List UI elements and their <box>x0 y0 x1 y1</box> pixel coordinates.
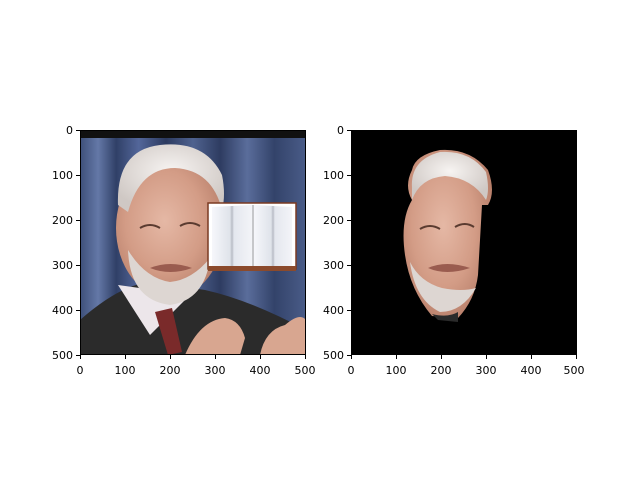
left-xtick-400: 400 <box>250 364 271 377</box>
right-ytick-500: 500 <box>323 349 344 362</box>
left-xtick-200: 200 <box>160 364 181 377</box>
right-xtick-400: 400 <box>521 364 542 377</box>
right-xtick-100: 100 <box>386 364 407 377</box>
left-y-tick-labels: 0 100 200 300 400 500 <box>52 124 73 362</box>
right-ytick-100: 100 <box>323 169 344 182</box>
left-ytick-500: 500 <box>52 349 73 362</box>
left-xtick-300: 300 <box>205 364 226 377</box>
right-x-axis <box>351 355 577 359</box>
left-panel-image <box>80 130 306 355</box>
right-x-tick-labels: 0 100 200 300 400 500 <box>348 364 585 377</box>
left-xtick-100: 100 <box>115 364 136 377</box>
segmented-face <box>403 149 492 322</box>
left-ytick-0: 0 <box>66 124 73 137</box>
book-occluder <box>207 202 297 271</box>
right-xtick-300: 300 <box>476 364 497 377</box>
right-y-tick-labels: 0 100 200 300 400 500 <box>323 124 344 362</box>
left-axes-frame <box>80 130 306 355</box>
right-panel: 0 100 200 300 400 500 0 100 200 300 400 … <box>323 124 585 377</box>
right-ytick-300: 300 <box>323 259 344 272</box>
left-y-axis <box>76 130 80 356</box>
left-ytick-400: 400 <box>52 304 73 317</box>
left-xtick-500: 500 <box>295 364 316 377</box>
right-xtick-0: 0 <box>348 364 355 377</box>
left-ytick-100: 100 <box>52 169 73 182</box>
right-ytick-400: 400 <box>323 304 344 317</box>
left-panel: 0 100 200 300 400 500 0 100 200 300 400 … <box>52 124 316 377</box>
left-xtick-0: 0 <box>77 364 84 377</box>
left-ytick-200: 200 <box>52 214 73 227</box>
right-xtick-200: 200 <box>431 364 452 377</box>
right-panel-image <box>351 130 577 355</box>
left-x-axis <box>80 355 306 359</box>
right-y-axis <box>347 130 351 356</box>
left-x-tick-labels: 0 100 200 300 400 500 <box>77 364 316 377</box>
right-ytick-0: 0 <box>337 124 344 137</box>
left-ytick-300: 300 <box>52 259 73 272</box>
right-ytick-200: 200 <box>323 214 344 227</box>
right-axes-frame <box>351 130 577 355</box>
right-xtick-500: 500 <box>564 364 585 377</box>
